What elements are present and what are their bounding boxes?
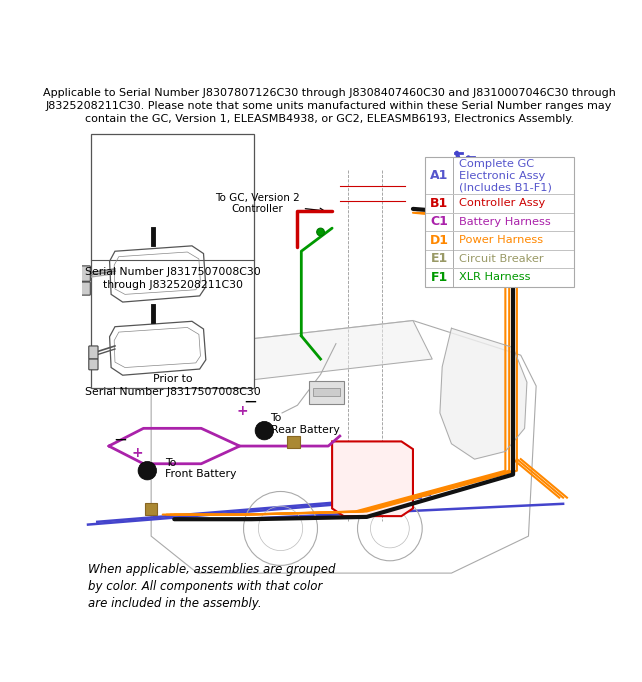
Text: −: − [114, 431, 127, 449]
Text: Power Harness: Power Harness [459, 235, 543, 246]
Text: Battery Harness: Battery Harness [459, 217, 551, 227]
Text: F1: F1 [431, 271, 447, 284]
Text: E1: E1 [431, 252, 447, 265]
Text: To GC, Version 2
Controller: To GC, Version 2 Controller [215, 193, 324, 214]
Bar [425, 158, 574, 286]
Polygon shape [440, 328, 527, 459]
Text: Controller Assy: Controller Assy [459, 198, 546, 209]
Text: D1: D1 [429, 234, 449, 247]
Bar [288, 436, 300, 448]
Text: +: + [236, 404, 248, 418]
Circle shape [138, 462, 157, 480]
Bar [309, 381, 343, 404]
Text: A1: A1 [430, 169, 448, 182]
Circle shape [255, 421, 273, 440]
Text: Serial Number J8317507008C30
through J8325208211C30: Serial Number J8317507008C30 through J83… [85, 267, 261, 290]
Circle shape [317, 228, 324, 236]
FancyBboxPatch shape [89, 359, 98, 370]
Text: Complete GC
Electronic Assy
(Includes B1-F1): Complete GC Electronic Assy (Includes B1… [459, 159, 552, 193]
FancyBboxPatch shape [89, 346, 98, 359]
Text: −: − [243, 392, 257, 411]
Text: C1: C1 [430, 216, 448, 228]
Polygon shape [332, 441, 413, 516]
Text: XLR Harness: XLR Harness [459, 272, 531, 282]
Text: To
Rear Battery: To Rear Battery [270, 413, 339, 434]
Text: Applicable to Serial Number J8307807126C30 through J8308407460C30 and J831000704: Applicable to Serial Number J8307807126C… [42, 88, 616, 124]
Bar [145, 503, 157, 516]
Text: Circuit Breaker: Circuit Breaker [459, 254, 544, 264]
Text: B1: B1 [430, 197, 448, 210]
Text: Prior to
Serial Number J8317507008C30: Prior to Serial Number J8317507008C30 [85, 374, 261, 397]
FancyBboxPatch shape [81, 282, 91, 295]
Text: When applicable, assemblies are grouped
by color. All components with that color: When applicable, assemblies are grouped … [88, 563, 336, 610]
Bar [313, 388, 340, 396]
Polygon shape [209, 321, 432, 382]
FancyBboxPatch shape [81, 266, 91, 281]
Text: To
Front Battery: To Front Battery [165, 458, 236, 479]
Bar [91, 134, 254, 388]
Text: +: + [132, 446, 143, 460]
